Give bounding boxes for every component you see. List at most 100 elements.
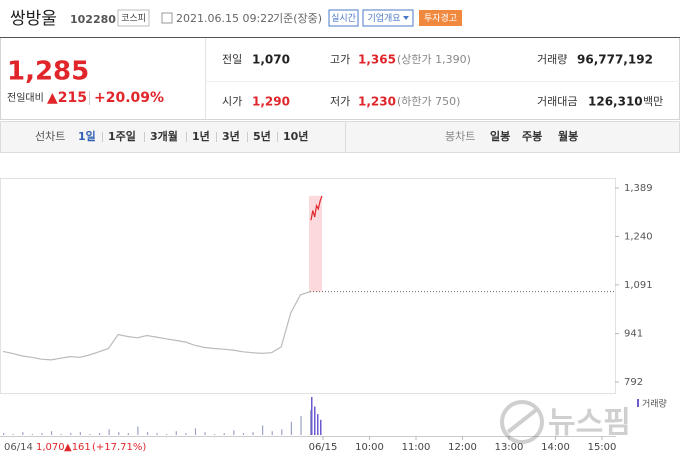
tab-group-label: 봉차트 [445,130,475,143]
volume-bar [137,426,139,435]
volume-bar [252,432,254,435]
info-note: (하한가 750) [397,94,460,108]
info-note: (상한가 1,390) [397,53,471,66]
period-tab[interactable]: 3년 [222,129,240,143]
info-value: 1,365 [358,53,396,67]
market-badge [117,9,150,27]
basis: 기준(장중) [273,12,322,25]
volume-bar [175,431,177,435]
y-tick-label: 941 [624,329,643,340]
volume-bar [79,432,81,435]
volume-bar [204,432,206,435]
x-tick-label: 15:00 [588,442,617,453]
x-tick-label: 10:00 [355,442,384,453]
footer-date: 06/14 [4,442,33,453]
realtime-label[interactable]: 실시간 [331,13,356,24]
watermark-logo-mark [506,408,538,434]
volume-bar [70,433,72,435]
today-range [309,195,322,292]
volume-bar [242,433,245,435]
volume-bar [127,433,129,435]
x-tick-label: 12:00 [448,442,477,453]
prev-day-line [2,291,311,361]
y-tick-label: 792 [624,377,643,388]
x-tick-label: 13:00 [495,442,524,453]
watermark-logo [500,400,544,444]
volume-bar [281,429,283,435]
volume-bar [31,434,33,435]
volume-bar [118,432,120,435]
candle-tab[interactable]: 일봉 [490,129,510,143]
dropdown-arrow [403,16,409,20]
y-tick-label: 1,240 [624,231,653,242]
plot-frame [0,178,616,394]
volume-bar [314,406,316,435]
today-line [310,195,323,221]
warning-label[interactable]: 투자경고 [424,12,457,24]
volume-bar [290,421,293,435]
info-value: 1,290 [252,95,290,109]
info-label: 전일 [222,52,242,66]
volume-bar [317,414,319,435]
volume-bar [41,433,43,435]
price-change: ▲215 [47,90,87,106]
period-tab[interactable]: 10년 [283,129,308,143]
period-tab[interactable]: 5년 [253,129,271,143]
x-tick-label: 06/15 [309,442,338,453]
period-tab[interactable]: 1주일 [108,129,136,143]
volume-bar [320,419,322,435]
volume-bar [185,433,187,435]
info-label: 시가 [222,95,242,108]
candle-tab[interactable]: 월봉 [558,129,578,143]
watermark-text: 뉴스핌 [548,406,631,441]
volume-legend-icon [637,399,639,407]
footer-rate: (+17.71%) [92,442,146,453]
volume-bar [89,434,91,435]
warning-button[interactable] [419,10,462,26]
volume-bar [194,428,197,435]
period-tab[interactable]: 1년 [192,129,210,143]
tab-group-label: 선차트 [35,130,65,143]
volume-bar [108,429,110,435]
company-label[interactable]: 기업개요 [367,13,400,24]
price-box [0,37,680,120]
info-label: 거래대금 [537,95,577,108]
volume-bar [223,433,225,435]
volume-bar [233,430,235,435]
x-tick-label: 14:00 [541,442,570,453]
company-button[interactable] [362,9,414,27]
stock-name: 쌍방울 [10,9,57,29]
volume-bar [271,431,273,435]
volume-bar [300,416,302,435]
datetime: 2021.06.15 09:22 [176,12,274,25]
volume-bar [50,431,53,435]
calendar-icon [161,12,173,24]
footer-price: 1,070 [36,442,65,453]
volume-bar [166,434,168,435]
change-rate: +20.09% [94,90,164,106]
change-label: 전일대비 [7,92,44,104]
volume-bar [3,433,5,435]
volume-bar [146,432,149,435]
volume-bar [60,434,62,435]
info-label: 고가 [330,53,350,66]
info-label: 거래량 [537,53,567,66]
volume-label: 거래량 [642,398,667,410]
period-tab[interactable]: 3개월 [150,129,178,143]
info-value: 126,310 [588,95,643,109]
candle-tab[interactable]: 주봉 [522,130,542,143]
volume-bar [12,434,14,435]
realtime-button[interactable] [328,9,359,27]
footer-change: ▲161 [64,442,91,453]
y-tick-label: 1,091 [624,280,653,291]
period-tab[interactable]: 1일 [78,129,96,143]
info-unit: 백만 [643,95,663,108]
volume-bar [214,434,216,435]
market-label: 코스피 [121,13,146,24]
volume-bar [310,410,312,435]
info-label: 저가 [330,95,350,108]
volume-bar [311,397,313,435]
info-value: 1,230 [358,95,396,109]
x-tick-label: 11:00 [402,442,431,453]
